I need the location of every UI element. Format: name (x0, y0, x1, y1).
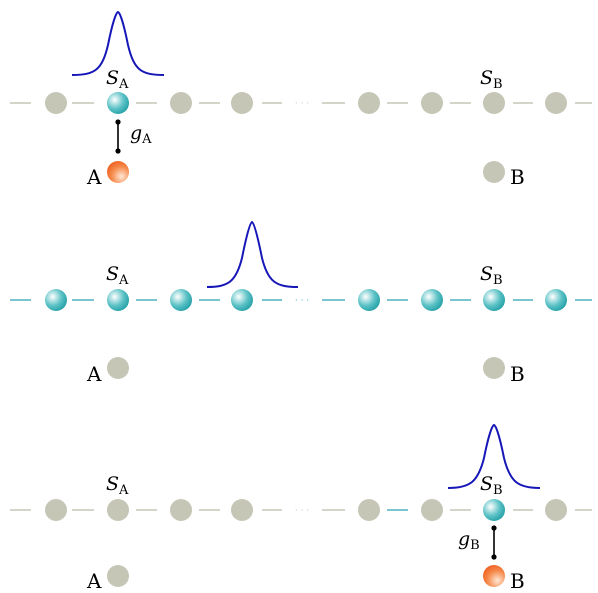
atom-label-B: B (510, 165, 525, 189)
site-SB (483, 499, 505, 521)
panel-initial-state: · · · SA SB gA A B (10, 10, 592, 189)
chain-sites (45, 499, 567, 521)
ellipsis: · · · (295, 506, 309, 516)
site (358, 499, 380, 521)
atom-B (483, 565, 505, 587)
atom-label-A: A (86, 569, 102, 593)
atom-B (483, 357, 505, 379)
atom-A (107, 161, 129, 183)
site-label-SA: SA (106, 473, 129, 498)
coupling-label-gB: gB (458, 528, 480, 553)
site (170, 289, 192, 311)
site-SB (483, 289, 505, 311)
site (545, 289, 567, 311)
atom-A (107, 565, 129, 587)
site (231, 499, 253, 521)
atom-label-B: B (510, 362, 525, 386)
site-SB (483, 92, 505, 114)
site-SA (107, 499, 129, 521)
ellipsis: · · · (295, 99, 309, 109)
wavepacket-pulse (71, 10, 165, 76)
coupling-gA (115, 119, 121, 154)
atom-label-A: A (86, 165, 102, 189)
wavepacket-pulse (447, 423, 541, 489)
site-label-SA: SA (106, 67, 129, 92)
site (358, 92, 380, 114)
site-label-SA: SA (106, 263, 129, 288)
site (170, 92, 192, 114)
coupling-label-gA: gA (130, 122, 152, 147)
wavepacket-pulse (206, 220, 299, 288)
site (545, 499, 567, 521)
atom-label-A: A (86, 362, 102, 386)
site (358, 289, 380, 311)
site (45, 289, 67, 311)
atom-A (107, 357, 129, 379)
site (170, 499, 192, 521)
ellipsis: · · · (295, 296, 309, 306)
site-SA (107, 92, 129, 114)
site (231, 289, 253, 311)
site (545, 92, 567, 114)
panel-final-state: · · · SA SB gB A B (10, 423, 592, 593)
site-label-SB: SB (480, 263, 503, 288)
chain-sites (45, 289, 567, 311)
site-SA (107, 289, 129, 311)
site (421, 92, 443, 114)
site (45, 499, 67, 521)
site (231, 92, 253, 114)
site (421, 289, 443, 311)
site (45, 92, 67, 114)
atom-label-B: B (510, 569, 525, 593)
site-label-SB: SB (480, 67, 503, 92)
site-label-SB: SB (480, 473, 503, 498)
site (421, 499, 443, 521)
chain-sites (45, 92, 567, 114)
panel-propagation: · · · SA SB A B (10, 220, 592, 386)
atom-B (483, 161, 505, 183)
coupling-gB (491, 525, 497, 560)
